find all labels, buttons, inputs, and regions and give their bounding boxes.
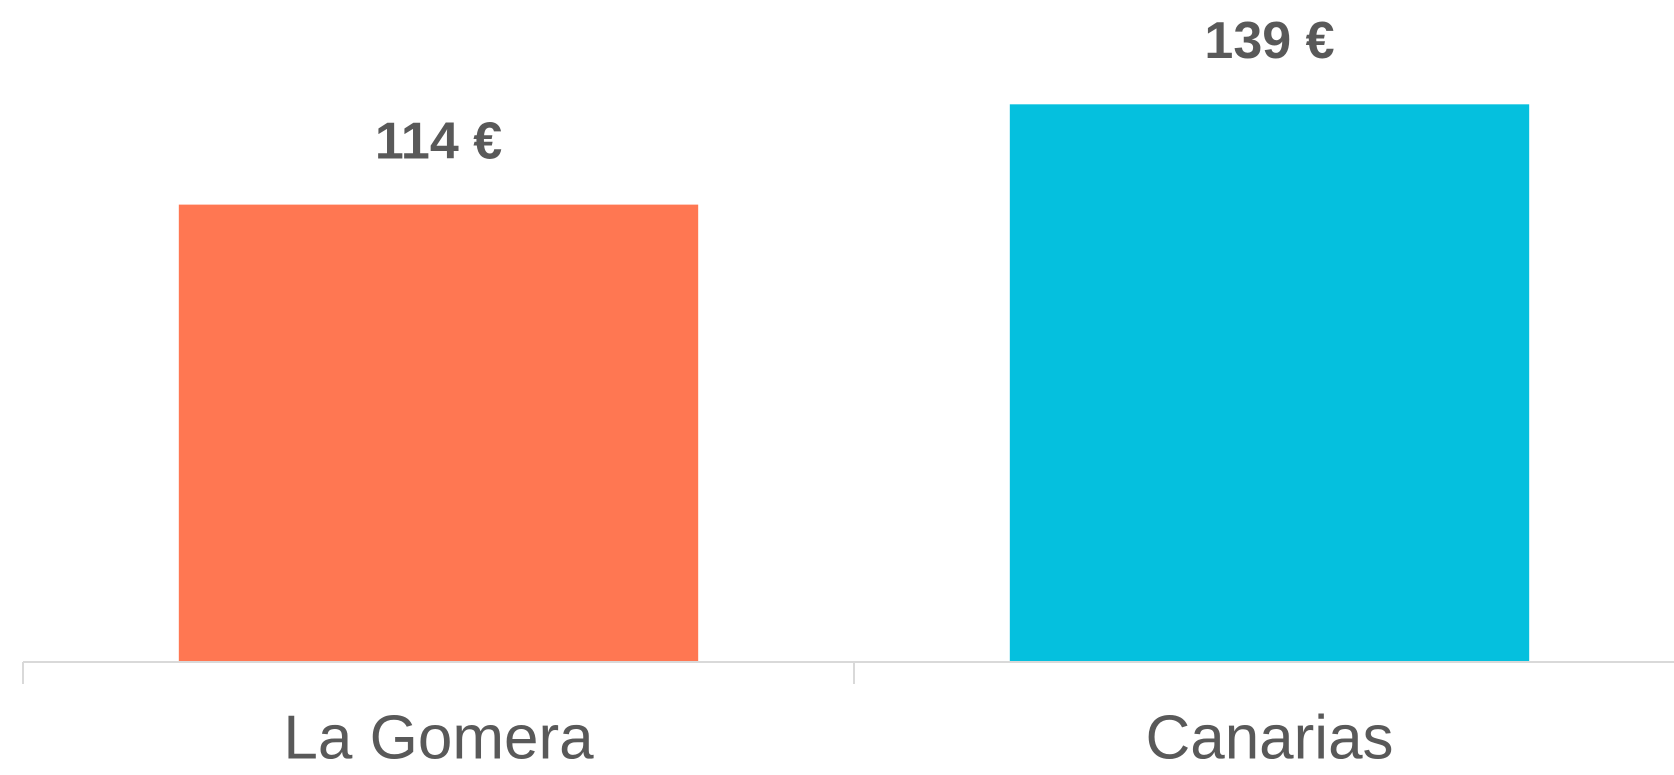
data-label: 139 € (1204, 12, 1334, 70)
bar (178, 204, 699, 663)
data-label: 114 € (375, 112, 502, 170)
bar (1009, 104, 1530, 662)
x-tick-label: Canarias (1145, 703, 1393, 772)
x-tick-label: La Gomera (283, 703, 594, 772)
